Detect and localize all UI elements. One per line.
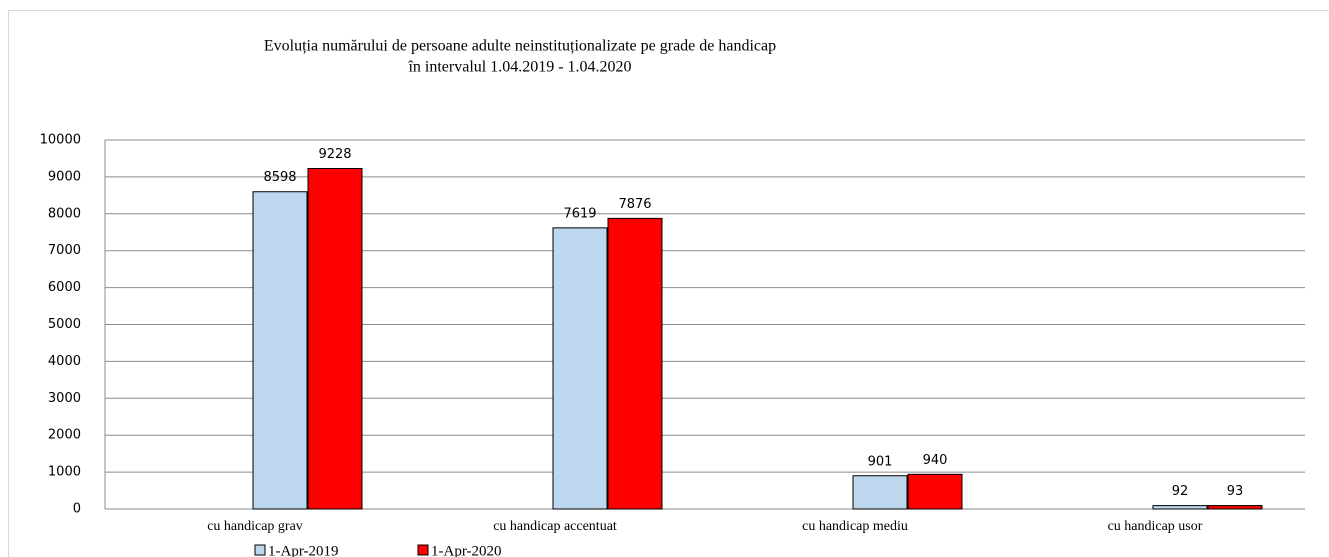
data-label: 7619	[563, 206, 596, 221]
y-tick-label: 5000	[48, 317, 81, 332]
chart-title: Evoluția numărului de persoane adulte ne…	[264, 38, 776, 55]
bar	[1207, 505, 1263, 510]
chart-subtitle: în intervalul 1.04.2019 - 1.04.2020	[407, 59, 631, 76]
data-label: 92	[1172, 484, 1189, 499]
y-tick-label: 9000	[48, 169, 81, 184]
bar	[852, 475, 908, 510]
bar	[307, 167, 363, 510]
y-tick-label: 8000	[48, 206, 81, 221]
data-label: 940	[923, 453, 948, 468]
y-tick-label: 3000	[48, 391, 81, 406]
bar	[907, 473, 963, 510]
y-tick-label: 4000	[48, 354, 81, 369]
chart-border	[8, 10, 1329, 557]
y-tick-label: 10000	[40, 133, 81, 148]
x-tick-label: cu handicap mediu	[802, 519, 908, 534]
data-label: 901	[868, 454, 893, 469]
y-tick-label: 1000	[48, 465, 81, 480]
x-tick-label: cu handicap usor	[1108, 519, 1203, 534]
legend-swatch	[254, 544, 266, 556]
y-tick-label: 0	[73, 502, 81, 517]
bar	[1152, 505, 1208, 510]
y-tick-label: 2000	[48, 428, 81, 443]
bar	[607, 217, 663, 510]
legend-label: 1-Apr-2019	[268, 543, 339, 557]
legend-label: 1-Apr-2020	[431, 543, 502, 557]
legend-swatch	[417, 544, 429, 556]
bar	[252, 191, 308, 510]
data-label: 93	[1227, 484, 1244, 499]
y-tick-label: 7000	[48, 243, 81, 258]
y-tick-label: 6000	[48, 280, 81, 295]
data-label: 7876	[618, 197, 651, 212]
bar	[552, 227, 608, 510]
x-tick-label: cu handicap grav	[207, 519, 303, 534]
data-label: 8598	[263, 170, 296, 185]
data-label: 9228	[318, 147, 351, 162]
x-tick-label: cu handicap accentuat	[493, 519, 617, 534]
